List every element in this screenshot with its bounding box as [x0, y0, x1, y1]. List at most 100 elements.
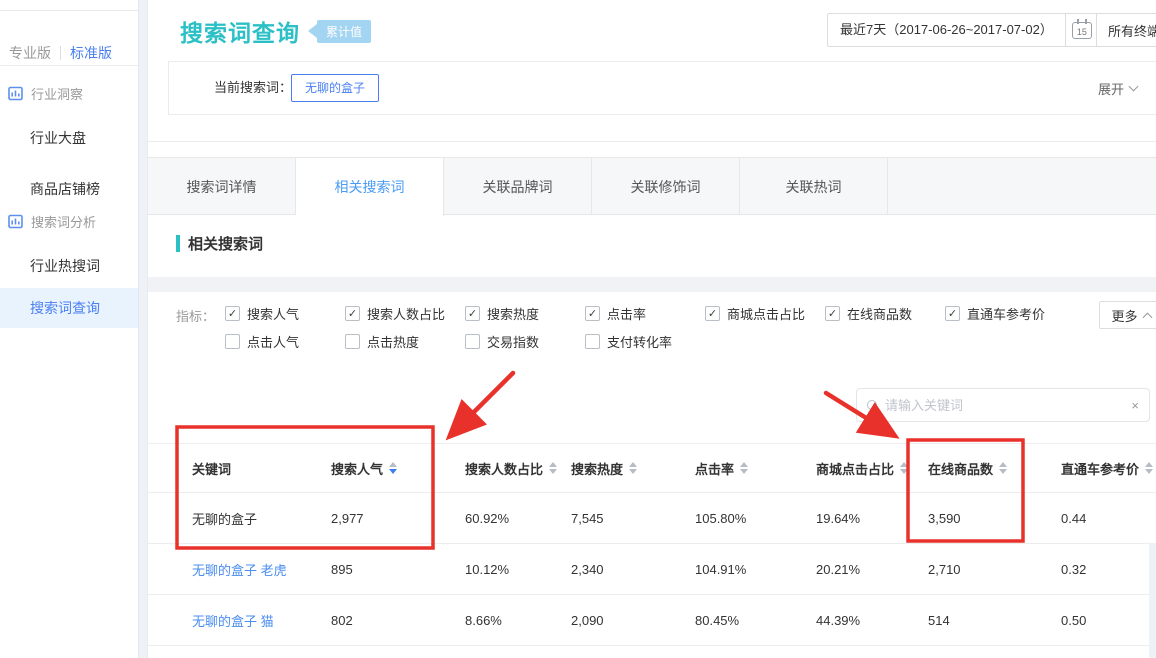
- checkbox-online-products[interactable]: 在线商品数: [825, 304, 912, 323]
- checkbox-ztc-reference-price[interactable]: 直通车参考价: [945, 304, 1045, 323]
- page-title: 搜索词查询: [180, 20, 300, 46]
- more-metrics-button[interactable]: 更多: [1099, 301, 1156, 329]
- sidebar-group-label: 行业洞察: [31, 87, 84, 102]
- clear-search-icon[interactable]: ×: [1131, 397, 1139, 413]
- table-header-row: 关键词 搜索人气 搜索人数占比 搜索热度 点击率 商城点击占比 在线商品数 直通…: [148, 443, 1156, 493]
- checkbox-mall-click-ratio[interactable]: 商城点击占比: [705, 304, 805, 323]
- sidebar-item-product-shop-rank[interactable]: 商品店铺榜: [30, 181, 100, 197]
- expand-toggle[interactable]: 展开: [1098, 62, 1139, 114]
- checkbox-icon: [345, 306, 360, 321]
- col-keyword: 关键词: [192, 461, 232, 477]
- table-scrollbar[interactable]: [1149, 543, 1156, 658]
- checkbox-search-popularity[interactable]: 搜索人气: [225, 304, 299, 323]
- value-cell: 0.32: [1061, 561, 1087, 577]
- value-cell: 44.39%: [816, 612, 861, 628]
- checkbox-icon: [225, 306, 240, 321]
- tab-related-hot-terms[interactable]: 关联热词: [740, 158, 888, 215]
- keyword-search-input[interactable]: [885, 397, 1124, 413]
- current-search-panel: 当前搜索词： 无聊的盒子 展开: [168, 61, 1156, 115]
- terminal-filter-dropdown[interactable]: 所有终端: [1096, 13, 1156, 47]
- tab-search-term-detail[interactable]: 搜索词详情: [148, 158, 296, 215]
- sidebar-item-search-term-query[interactable]: 搜索词查询: [0, 288, 138, 328]
- col-search-heat: 搜索热度: [571, 459, 695, 478]
- sort-icon[interactable]: [900, 462, 909, 474]
- sort-icon[interactable]: [549, 462, 558, 474]
- version-tab-standard[interactable]: 标准版: [70, 44, 112, 61]
- value-cell: 80.45%: [695, 612, 740, 628]
- content-area: 搜索词查询 累计值 最近7天（2017-06-26~2017-07-02） 15…: [148, 0, 1156, 658]
- checkbox-icon: [825, 306, 840, 321]
- keyword-link[interactable]: 无聊的盒子 老虎: [192, 562, 287, 578]
- col-online-products: 在线商品数: [928, 459, 1061, 478]
- version-tab-pro[interactable]: 专业版: [9, 44, 51, 61]
- sidebar-top-divider: [0, 10, 138, 11]
- checkbox-search-heat[interactable]: 搜索热度: [465, 304, 539, 323]
- keyword-search-box: ×: [856, 388, 1150, 422]
- checkbox-trade-index[interactable]: 交易指数: [465, 332, 539, 351]
- section-header: 相关搜索词: [148, 215, 1156, 277]
- date-range-picker: 最近7天（2017-06-26~2017-07-02） 15: [827, 13, 1099, 47]
- value-cell: 60.92%: [465, 510, 510, 526]
- sort-icon[interactable]: [740, 462, 749, 474]
- checkbox-icon: [225, 334, 240, 349]
- checkbox-icon: [465, 334, 480, 349]
- value-cell: 0.50: [1061, 612, 1087, 628]
- calendar-button[interactable]: 15: [1064, 13, 1099, 47]
- section-title: 相关搜索词: [188, 236, 264, 253]
- terminal-filter-value: 所有终端: [1108, 23, 1156, 39]
- value-cell: 2,090: [571, 612, 604, 628]
- keyword-link[interactable]: 无聊的盒子 猫: [192, 613, 274, 629]
- value-cell: 2,710: [928, 561, 961, 577]
- keyword-cell: 无聊的盒子: [192, 511, 258, 527]
- more-label: 更多: [1111, 308, 1138, 324]
- checkbox-click-rate[interactable]: 点击率: [585, 304, 646, 323]
- sort-icon[interactable]: [629, 462, 638, 474]
- version-switcher: 专业版 标准版: [0, 40, 138, 66]
- sidebar-item-industry-hot-search[interactable]: 行业热搜词: [30, 258, 100, 274]
- value-cell: 0.44: [1061, 510, 1087, 526]
- col-search-popularity: 搜索人气: [331, 459, 465, 478]
- sort-icon[interactable]: [999, 462, 1008, 474]
- sort-icon[interactable]: [389, 462, 398, 474]
- version-divider: [60, 45, 61, 60]
- tab-related-search-terms[interactable]: 相关搜索词: [296, 158, 444, 216]
- page-header: 搜索词查询 累计值 最近7天（2017-06-26~2017-07-02） 15…: [148, 0, 1156, 142]
- calendar-icon: 15: [1071, 18, 1092, 39]
- value-cell: 514: [928, 612, 950, 628]
- sort-icon[interactable]: [1145, 462, 1154, 474]
- tab-related-brand-terms[interactable]: 关联品牌词: [444, 158, 592, 215]
- section-accent-bar: [176, 235, 180, 252]
- value-cell: 3,590: [928, 510, 961, 526]
- checkbox-click-heat[interactable]: 点击热度: [345, 332, 419, 351]
- value-cell: 20.21%: [816, 561, 861, 577]
- sidebar-content-divider: [138, 0, 148, 658]
- checkbox-search-user-ratio[interactable]: 搜索人数占比: [345, 304, 445, 323]
- metrics-label: 指标：: [176, 309, 216, 324]
- checkbox-icon: [585, 306, 600, 321]
- col-mall-click-ratio: 商城点击占比: [816, 459, 928, 478]
- checkbox-pay-conversion[interactable]: 支付转化率: [585, 332, 672, 351]
- search-icon: [867, 400, 877, 410]
- sidebar-group-search-analysis: 搜索词分析: [8, 212, 96, 231]
- table-row: 无聊的盒子 猫 802 8.66% 2,090 80.45% 44.39% 51…: [148, 595, 1156, 646]
- checkbox-icon: [705, 306, 720, 321]
- checkbox-icon: [945, 306, 960, 321]
- checkbox-click-popularity[interactable]: 点击人气: [225, 332, 299, 351]
- value-cell: 895: [331, 561, 353, 577]
- sidebar: 专业版 标准版 行业洞察 行业大盘 商品店铺榜 搜索词分析 行业热搜词: [0, 0, 138, 658]
- industry-insight-icon: [8, 86, 23, 101]
- value-cell: 19.64%: [816, 510, 861, 526]
- tab-bar: 搜索词详情 相关搜索词 关联品牌词 关联修饰词 关联热词: [148, 158, 1156, 216]
- tab-related-modifier-terms[interactable]: 关联修饰词: [592, 158, 740, 215]
- date-range-value[interactable]: 最近7天（2017-06-26~2017-07-02）: [827, 13, 1065, 47]
- sidebar-item-industry-overview[interactable]: 行业大盘: [30, 130, 86, 146]
- current-search-keyword-tag[interactable]: 无聊的盒子: [291, 74, 380, 102]
- value-cell: 10.12%: [465, 561, 510, 577]
- value-cell: 2,340: [571, 561, 604, 577]
- col-ztc-reference-price: 直通车参考价: [1061, 459, 1156, 478]
- value-cell: 105.80%: [695, 510, 747, 526]
- checkbox-icon: [585, 334, 600, 349]
- current-search-label: 当前搜索词：: [214, 80, 293, 95]
- chevron-up-icon: [1142, 312, 1152, 322]
